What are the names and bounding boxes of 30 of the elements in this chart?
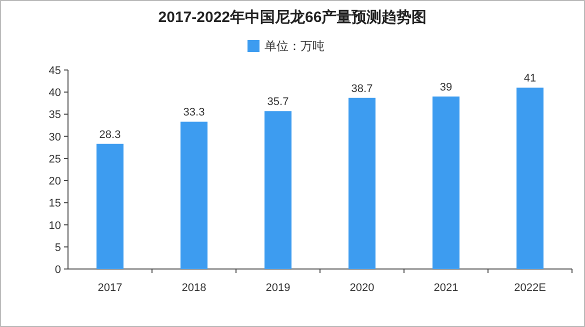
y-tick-label: 5: [54, 242, 61, 254]
y-tick-label: 35: [48, 109, 61, 122]
y-tick-label: 30: [48, 131, 61, 144]
y-tick-label: 40: [48, 87, 61, 100]
bar: [348, 98, 376, 269]
x-tick-label: 2020: [350, 282, 374, 294]
bar: [432, 96, 460, 269]
data-label: 41: [524, 72, 536, 85]
bar: [516, 88, 544, 269]
y-tick-label: 10: [48, 220, 61, 232]
data-label: 38.7: [351, 82, 373, 95]
y-tick-label: 45: [48, 65, 61, 77]
x-tick-label: 2019: [266, 282, 290, 294]
y-tick-label: 25: [48, 153, 61, 166]
bar: [264, 111, 292, 269]
x-tick-label: 2018: [182, 282, 206, 294]
bar: [96, 144, 124, 269]
chart-title: 2017-2022年中国尼龙66产量预测趋势图: [158, 9, 427, 26]
x-tick-label: 2021: [434, 282, 458, 294]
y-tick-label: 15: [48, 198, 61, 210]
data-label: 39: [440, 82, 452, 94]
data-label: 33.3: [183, 106, 205, 119]
bar: [180, 122, 208, 269]
data-label: 28.3: [99, 128, 121, 141]
legend-label: 单位：万吨: [264, 39, 324, 53]
x-tick-label: 2022E: [514, 282, 546, 294]
data-label: 35.7: [267, 96, 289, 108]
x-tick-label: 2017: [98, 282, 122, 294]
y-tick-label: 20: [48, 176, 61, 188]
y-tick-label: 0: [54, 264, 61, 276]
